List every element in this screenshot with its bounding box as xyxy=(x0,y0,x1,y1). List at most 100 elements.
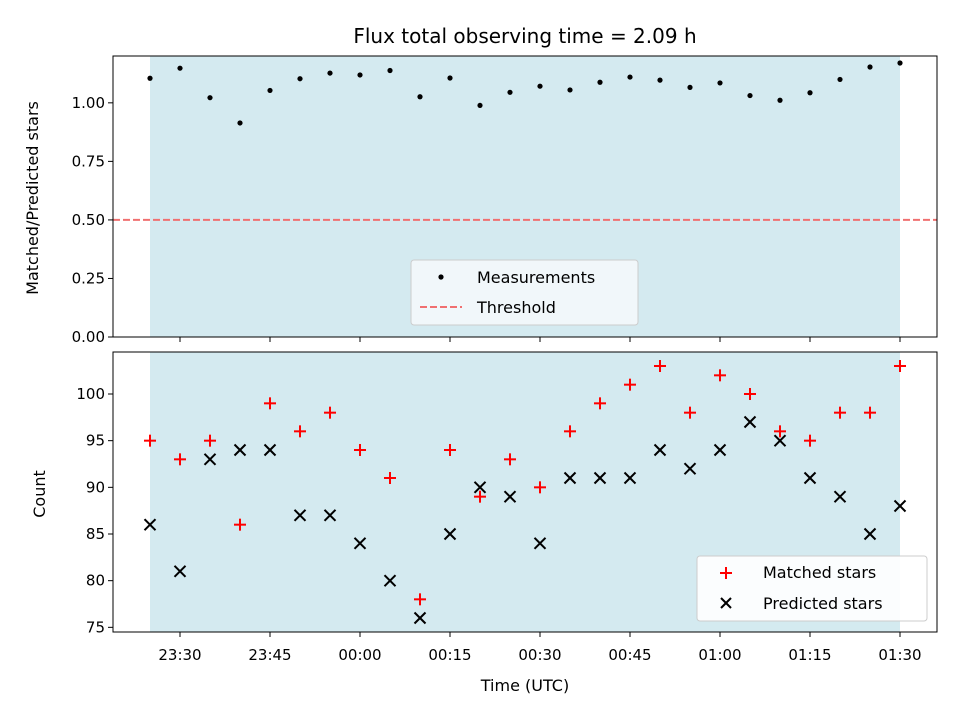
predicted-star-point xyxy=(683,462,697,475)
measurement-point xyxy=(507,89,513,95)
top-axes-frame xyxy=(112,55,938,338)
matched-star-point xyxy=(384,472,396,484)
legend-label-predicted-stars: Predicted stars xyxy=(763,594,883,613)
predicted-star-point xyxy=(323,509,337,522)
measurement-point xyxy=(207,95,213,101)
x-tick-label: 00:45 xyxy=(608,646,651,664)
matched-star-point xyxy=(894,360,906,372)
top-legend: Measurements Threshold xyxy=(410,259,639,326)
top-x-ticks xyxy=(179,337,901,342)
matched-star-point xyxy=(264,397,276,410)
matched-star-point xyxy=(594,397,606,410)
measurement-point xyxy=(897,60,903,66)
predicted-star-point xyxy=(863,527,877,541)
legend-marker-predicted-stars xyxy=(720,597,732,609)
x-tick-label: 23:45 xyxy=(248,646,291,664)
bottom-axes-frame xyxy=(112,351,938,633)
predicted-star-point xyxy=(413,611,427,625)
matched-star-point xyxy=(534,481,546,494)
y-tick-label: 95 xyxy=(86,432,105,450)
matched-star-point xyxy=(474,490,486,503)
top-legend-box xyxy=(410,259,639,326)
matched-star-point xyxy=(324,406,336,419)
measurement-point xyxy=(417,94,423,100)
matched-star-point xyxy=(564,425,576,438)
matched-star-point xyxy=(294,425,306,438)
top-y-axis-label: Matched/Predicted stars xyxy=(23,101,42,295)
x-axis-label: Time (UTC) xyxy=(480,676,569,695)
x-tick-label: 00:15 xyxy=(428,646,471,664)
measurement-point xyxy=(267,87,273,94)
predicted-star-point xyxy=(533,537,547,550)
y-tick-label: 0.25 xyxy=(72,269,105,287)
predicted-star-point xyxy=(443,527,457,541)
legend-marker-matched-stars xyxy=(720,567,732,579)
matched-star-point xyxy=(774,425,786,438)
predicted-star-point xyxy=(593,471,607,485)
predicted-star-point xyxy=(383,574,397,587)
predicted-star-point xyxy=(653,443,667,457)
matched-star-point xyxy=(834,406,846,419)
matched-star-point xyxy=(144,434,156,447)
bottom-x-ticks: 23:30 23:45 00:00 00:15 00:30 00:45 01:00 01:15… xyxy=(158,632,922,664)
bottom-legend: Matched stars Predicted stars xyxy=(696,555,928,622)
y-tick-label: 75 xyxy=(86,618,105,636)
predicted-star-point xyxy=(353,537,367,550)
x-tick-label: 01:15 xyxy=(788,646,831,664)
measurement-point xyxy=(387,67,393,74)
measurement-point xyxy=(237,120,243,126)
matched-star-point xyxy=(654,360,666,372)
x-tick-label: 00:00 xyxy=(338,646,381,664)
y-tick-label: 80 xyxy=(86,572,105,590)
legend-label-threshold: Threshold xyxy=(476,298,556,317)
measurement-point xyxy=(567,87,573,93)
legend-label-measurements: Measurements xyxy=(477,268,595,287)
y-tick-label: 1.00 xyxy=(72,94,105,112)
x-tick-label: 23:30 xyxy=(158,646,201,664)
y-tick-label: 90 xyxy=(86,478,105,496)
predicted-star-point xyxy=(773,434,787,447)
measurement-point xyxy=(837,76,843,83)
matched-star-point xyxy=(414,593,426,606)
chart-title: Flux total observing time = 2.09 h xyxy=(353,24,696,48)
y-tick-label: 85 xyxy=(86,525,105,543)
matched-star-point xyxy=(444,444,456,456)
matched-star-point xyxy=(234,518,246,531)
measurement-point xyxy=(147,75,153,81)
bottom-legend-box xyxy=(696,555,928,622)
top-panel: 0.00 0.25 0.50 0.75 1.00 Matched/Predicted s… xyxy=(23,55,938,346)
matched-star-point xyxy=(354,444,366,456)
predicted-star-point xyxy=(803,471,817,485)
measurement-point xyxy=(687,84,693,90)
predicted-star-point xyxy=(143,518,157,531)
predicted-star-point xyxy=(473,481,487,494)
bottom-y-axis-label: Count xyxy=(30,470,49,518)
predicted-star-point xyxy=(203,453,217,466)
predicted-star-point xyxy=(293,509,307,522)
measurement-point xyxy=(327,70,333,76)
measurement-point xyxy=(747,92,753,99)
measurement-points xyxy=(147,60,903,126)
measurement-point xyxy=(807,90,813,96)
y-tick-label: 0.75 xyxy=(72,152,105,170)
x-tick-label: 01:30 xyxy=(878,646,921,664)
predicted-star-point xyxy=(503,490,517,503)
matched-star-point xyxy=(174,453,186,466)
measurement-point xyxy=(477,102,483,109)
predicted-star-point xyxy=(743,415,757,429)
measurement-point xyxy=(447,75,453,81)
matched-star-point xyxy=(204,434,216,447)
star-count-points xyxy=(143,360,907,625)
predicted-star-point xyxy=(623,471,637,485)
x-tick-label: 01:00 xyxy=(698,646,741,664)
predicted-star-point xyxy=(893,499,907,513)
matched-star-point xyxy=(744,388,756,400)
matched-star-point xyxy=(804,434,816,447)
x-tick-label: 00:30 xyxy=(518,646,561,664)
measurement-point xyxy=(777,97,783,103)
matched-star-point xyxy=(684,406,696,419)
predicted-star-point xyxy=(173,565,187,578)
measurement-point xyxy=(357,72,363,78)
y-tick-label: 0.00 xyxy=(72,328,105,346)
